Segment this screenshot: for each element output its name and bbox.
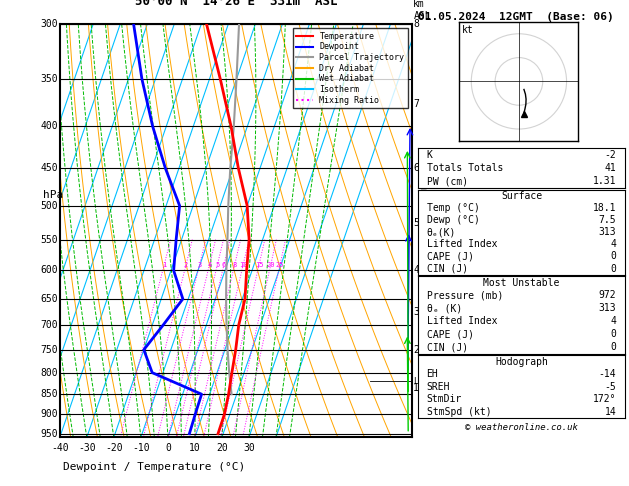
Text: 172°: 172° <box>593 395 616 404</box>
Text: 600: 600 <box>41 265 58 276</box>
Text: 0: 0 <box>611 251 616 261</box>
Text: 4: 4 <box>611 239 616 249</box>
Text: 0: 0 <box>611 330 616 339</box>
Text: 550: 550 <box>41 235 58 244</box>
Text: θₑ (K): θₑ (K) <box>426 303 462 313</box>
Text: Mixing Ratio (g/kg): Mixing Ratio (g/kg) <box>420 183 428 278</box>
Text: 41: 41 <box>604 163 616 173</box>
Text: 650: 650 <box>41 294 58 304</box>
Text: Hodograph: Hodograph <box>495 357 548 366</box>
Text: PW (cm): PW (cm) <box>426 176 468 187</box>
Text: 8: 8 <box>413 19 419 29</box>
Text: -20: -20 <box>105 443 123 453</box>
Text: -14: -14 <box>599 369 616 379</box>
Text: Pressure (mb): Pressure (mb) <box>426 291 503 300</box>
Text: 2: 2 <box>184 261 188 267</box>
Text: -5: -5 <box>604 382 616 392</box>
Text: 18.1: 18.1 <box>593 203 616 213</box>
Text: 850: 850 <box>41 389 58 399</box>
Text: hPa: hPa <box>43 191 63 200</box>
Text: StmSpd (kt): StmSpd (kt) <box>426 407 491 417</box>
Text: Most Unstable: Most Unstable <box>483 278 560 288</box>
Text: kt: kt <box>462 25 474 35</box>
Text: 14: 14 <box>604 407 616 417</box>
Text: 20: 20 <box>216 443 228 453</box>
Text: Lifted Index: Lifted Index <box>426 239 497 249</box>
Text: 750: 750 <box>41 345 58 355</box>
Text: 6: 6 <box>222 261 226 267</box>
Text: 7: 7 <box>413 99 419 108</box>
Text: θₑ(K): θₑ(K) <box>426 227 456 237</box>
Text: 313: 313 <box>599 303 616 313</box>
Text: 5: 5 <box>215 261 220 267</box>
Text: 450: 450 <box>41 163 58 174</box>
Text: Totals Totals: Totals Totals <box>426 163 503 173</box>
Text: K: K <box>426 150 432 160</box>
Text: Dewp (°C): Dewp (°C) <box>426 215 479 225</box>
Text: 0: 0 <box>611 342 616 352</box>
Text: 1: 1 <box>413 383 419 393</box>
Text: StmDir: StmDir <box>426 395 462 404</box>
Text: Lifted Index: Lifted Index <box>426 316 497 327</box>
Text: Surface: Surface <box>501 191 542 201</box>
Text: 6: 6 <box>413 163 419 174</box>
Text: 0: 0 <box>165 443 171 453</box>
Text: CIN (J): CIN (J) <box>426 342 468 352</box>
Text: 8: 8 <box>233 261 237 267</box>
Text: -2: -2 <box>604 150 616 160</box>
Text: 4: 4 <box>208 261 212 267</box>
Text: 10: 10 <box>239 261 247 267</box>
Text: CAPE (J): CAPE (J) <box>426 330 474 339</box>
Text: 10: 10 <box>189 443 201 453</box>
Text: -40: -40 <box>51 443 69 453</box>
Text: 20: 20 <box>267 261 275 267</box>
Text: LCL: LCL <box>413 377 428 386</box>
Text: 972: 972 <box>599 291 616 300</box>
Text: 4: 4 <box>413 265 419 276</box>
Text: -30: -30 <box>78 443 96 453</box>
Text: 01.05.2024  12GMT  (Base: 06): 01.05.2024 12GMT (Base: 06) <box>418 12 614 22</box>
Text: 3: 3 <box>413 307 419 317</box>
Text: 25: 25 <box>276 261 284 267</box>
Text: 2: 2 <box>413 345 419 355</box>
Text: 0: 0 <box>611 263 616 274</box>
Text: 15: 15 <box>255 261 264 267</box>
Text: 350: 350 <box>41 74 58 84</box>
Text: 313: 313 <box>599 227 616 237</box>
Text: © weatheronline.co.uk: © weatheronline.co.uk <box>465 423 578 433</box>
Text: 900: 900 <box>41 410 58 419</box>
Text: Temp (°C): Temp (°C) <box>426 203 479 213</box>
Text: 1.31: 1.31 <box>593 176 616 187</box>
Text: CAPE (J): CAPE (J) <box>426 251 474 261</box>
Text: 300: 300 <box>41 19 58 29</box>
Text: km
ASL: km ASL <box>413 0 431 21</box>
Text: 5: 5 <box>413 218 419 228</box>
Text: 800: 800 <box>41 367 58 378</box>
Legend: Temperature, Dewpoint, Parcel Trajectory, Dry Adiabat, Wet Adiabat, Isotherm, Mi: Temperature, Dewpoint, Parcel Trajectory… <box>293 29 408 108</box>
Text: EH: EH <box>426 369 438 379</box>
Text: 400: 400 <box>41 122 58 132</box>
Text: Dewpoint / Temperature (°C): Dewpoint / Temperature (°C) <box>64 462 245 472</box>
Text: 30: 30 <box>243 443 255 453</box>
Text: 700: 700 <box>41 320 58 330</box>
Text: 50°00'N  14°26'E  331m  ASL: 50°00'N 14°26'E 331m ASL <box>135 0 337 8</box>
Text: 1: 1 <box>162 261 166 267</box>
Text: 950: 950 <box>41 429 58 439</box>
Text: 3: 3 <box>198 261 202 267</box>
Text: -10: -10 <box>132 443 150 453</box>
Text: CIN (J): CIN (J) <box>426 263 468 274</box>
Text: 500: 500 <box>41 201 58 211</box>
Text: 4: 4 <box>611 316 616 327</box>
Text: SREH: SREH <box>426 382 450 392</box>
Text: 7.5: 7.5 <box>599 215 616 225</box>
